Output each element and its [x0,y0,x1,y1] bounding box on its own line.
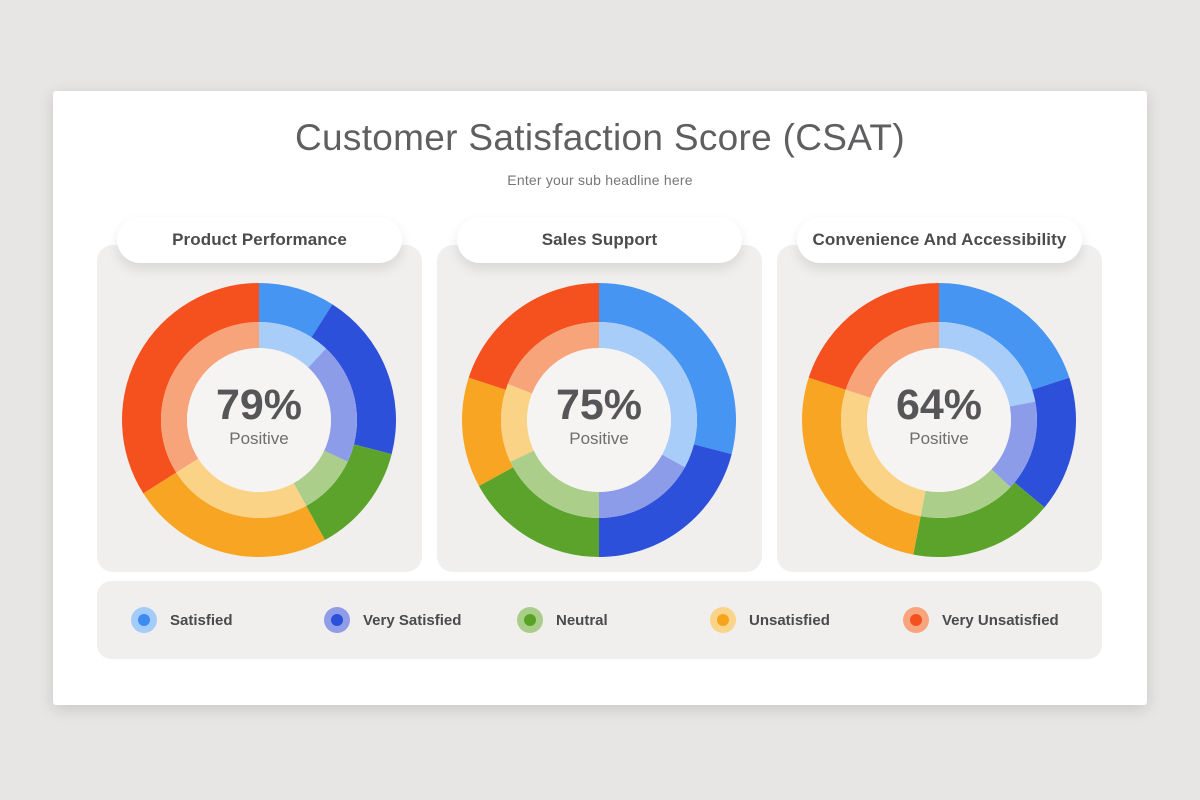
legend-bar: Satisfied Very Satisfied Neutral Unsatis… [97,581,1102,659]
legend-label: Very Unsatisfied [942,611,1059,629]
legend-item-satisfied: Satisfied [131,607,324,633]
legend-item-very-unsatisfied: Very Unsatisfied [903,607,1096,633]
chart-card-product-performance: Product Performance 79% Positive [97,217,422,572]
donut-chart-sales-support: 75% Positive [459,280,739,560]
chart-card-sales-support: Sales Support 75% Positive [437,217,762,572]
chart-title-pill: Sales Support [457,217,742,263]
legend-label: Unsatisfied [749,611,830,629]
legend-label: Neutral [556,611,608,629]
legend-marker-dot [138,614,150,626]
legend-item-neutral: Neutral [517,607,710,633]
donut-chart-convenience-accessibility: 64% Positive [799,280,1079,560]
chart-title: Sales Support [541,230,658,249]
legend-marker-dot [331,614,343,626]
donut-chart-product-performance: 79% Positive [119,280,399,560]
legend-item-very-satisfied: Very Satisfied [324,607,517,633]
chart-title: Product Performance [172,230,347,249]
legend-marker-dot [524,614,536,626]
legend-marker-very-satisfied-icon [324,607,350,633]
chart-card-convenience-accessibility: Convenience And Accessibility 64% Positi… [777,217,1102,572]
legend-marker-unsatisfied-icon [710,607,736,633]
legend-label: Very Satisfied [363,611,462,629]
page-title: Customer Satisfaction Score (CSAT) [295,117,905,158]
donut-chart-svg [122,283,396,557]
legend-marker-satisfied-icon [131,607,157,633]
chart-title-pill: Product Performance [117,217,402,263]
slide: Customer Satisfaction Score (CSAT) Enter… [53,91,1147,705]
page-subtitle: Enter your sub headline here [507,172,693,188]
legend-marker-neutral-icon [517,607,543,633]
donut-chart-svg [462,283,736,557]
legend-item-unsatisfied: Unsatisfied [710,607,903,633]
chart-title: Convenience And Accessibility [812,230,1067,249]
legend-marker-very-unsatisfied-icon [903,607,929,633]
legend-marker-dot [717,614,729,626]
legend-marker-dot [910,614,922,626]
donut-chart-svg [802,283,1076,557]
legend-label: Satisfied [170,611,233,629]
chart-title-pill: Convenience And Accessibility [797,217,1082,263]
